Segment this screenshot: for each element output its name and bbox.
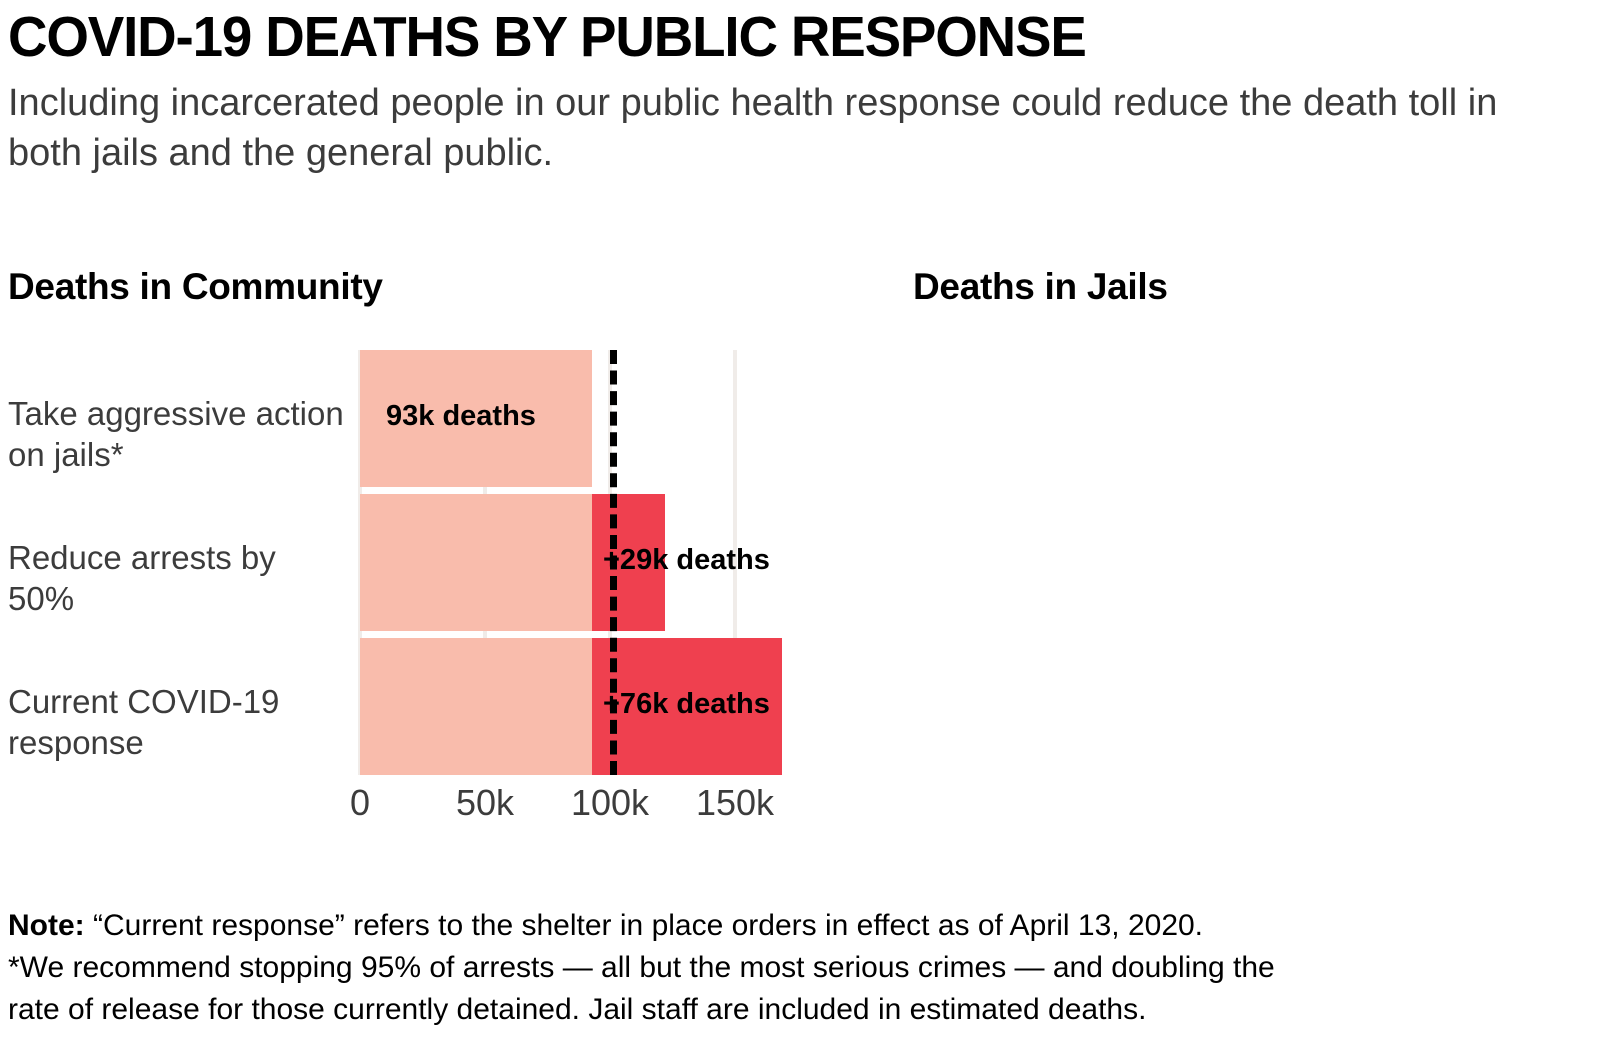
bar-row-aggressive-action: 93k deaths — [360, 350, 797, 487]
bar-segment-extra — [592, 494, 665, 631]
x-axis-community: 0 50k 100k 150k — [350, 782, 830, 827]
bar-data-label: +29k deaths — [603, 544, 770, 576]
bar-segment-base — [360, 350, 592, 487]
category-label-aggressive-action: Take aggressive action on jails* — [8, 395, 344, 473]
footnote-line-2: *We recommend stopping 95% of arrests — … — [8, 951, 1275, 984]
bar-row-reduce-arrests: +29k deaths — [360, 494, 797, 631]
bar-data-label: 93k deaths — [386, 400, 536, 432]
bar-row-current-response: +76k deaths — [360, 638, 797, 775]
bar-data-label: +76k deaths — [603, 688, 770, 720]
x-tick-0: 0 — [349, 782, 371, 823]
category-label-reduce-arrests: Reduce arrests by 50% — [8, 539, 276, 617]
footnote: Note: “Current response” refers to the s… — [8, 905, 1578, 1031]
gridline-150k — [733, 350, 737, 775]
chart-title-jails: Deaths in Jails — [913, 266, 1168, 307]
footnote-line-3: rate of release for those currently deta… — [8, 993, 1147, 1026]
bar-segment-base — [360, 638, 592, 775]
header: COVID-19 DEATHS BY PUBLIC RESPONSE Inclu… — [8, 6, 1593, 178]
x-tick-150k: 150k — [695, 782, 775, 823]
bar-segment-base — [360, 494, 592, 631]
reference-line-100k — [610, 350, 617, 775]
x-tick-50k: 50k — [455, 782, 515, 823]
bar-segment-extra — [592, 638, 782, 775]
x-tick-100k: 100k — [570, 782, 650, 823]
footnote-line-1-text: “Current response” refers to the shelter… — [84, 909, 1204, 942]
category-label-current-response: Current COVID-19 response — [8, 683, 280, 761]
chart-title-community: Deaths in Community — [8, 266, 383, 307]
plot-area-community: 93k deaths +29k deaths +76k deaths — [358, 350, 797, 775]
page-title: COVID-19 DEATHS BY PUBLIC RESPONSE — [8, 5, 1087, 69]
page-subtitle: Including incarcerated people in our pub… — [8, 82, 1498, 174]
footnote-line-1: Note: “Current response” refers to the s… — [8, 905, 1578, 947]
charts-container: Deaths in Community Take aggressive acti… — [0, 255, 1601, 835]
footnote-lead: Note: — [8, 909, 85, 942]
